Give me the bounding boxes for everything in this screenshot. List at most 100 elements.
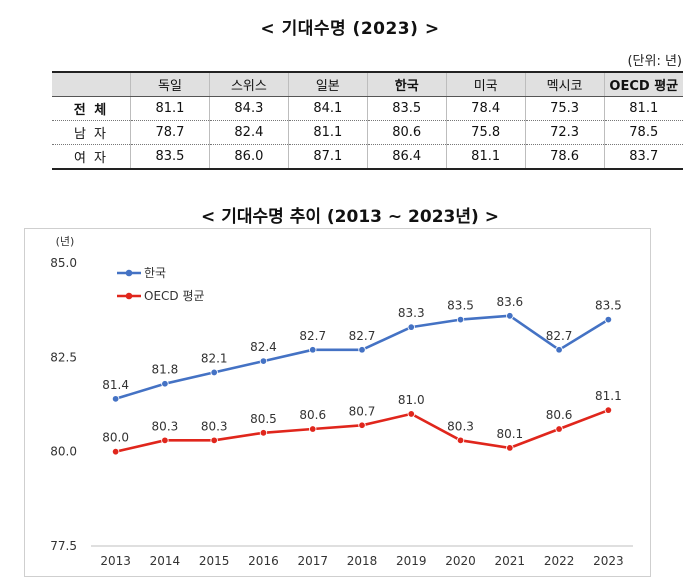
table-cell: 78.7 (130, 120, 210, 145)
x-tick-label: 2018 (347, 554, 378, 568)
table-title: < 기대수명 (2023) > (260, 19, 440, 39)
table-cell: 82.4 (208, 120, 289, 145)
table-cell: 75.8 (445, 120, 526, 145)
table-cell: 84.1 (287, 96, 368, 121)
data-label: 80.5 (250, 412, 277, 426)
data-point (555, 346, 563, 354)
data-point (111, 447, 120, 456)
data-label: 82.7 (546, 329, 573, 343)
table-header-row: 독일 스위스 일본 한국 미국 멕시코 OECD 평균 (52, 71, 683, 97)
table-cell: 81.1 (603, 96, 683, 121)
data-label: 83.6 (496, 295, 523, 309)
data-point (407, 410, 415, 418)
data-label: 82.4 (250, 340, 277, 354)
data-point (161, 436, 169, 445)
data-point (309, 425, 317, 433)
header-cell: 미국 (445, 71, 526, 97)
data-label: 82.1 (201, 351, 228, 365)
table-cell: 80.6 (366, 120, 447, 145)
header-cell: 독일 (130, 71, 210, 97)
data-label: 83.5 (595, 299, 622, 313)
data-point (604, 315, 613, 324)
table-cell: 83.5 (130, 144, 210, 170)
unit-label: (단위: 년) (627, 54, 682, 69)
data-label: 80.3 (152, 419, 179, 433)
x-tick-label: 2023 (593, 554, 624, 568)
y-tick-label: 80.0 (50, 445, 77, 459)
table-cell: 78.4 (445, 96, 526, 121)
legend-label: OECD 평균 (144, 289, 205, 303)
data-label: 81.0 (398, 393, 425, 407)
line-chart: (년) 85.0 82.5 80.0 77.5 2013 2014 2015 2016 2017 2… (24, 228, 651, 577)
row-label: 남 자 (52, 120, 131, 145)
table-cell: 83.7 (603, 144, 683, 170)
data-label: 80.3 (201, 419, 228, 433)
data-label: 80.1 (496, 427, 523, 441)
header-cell: 한국 (366, 71, 447, 97)
data-label: 83.5 (447, 299, 474, 313)
data-label: 80.0 (102, 431, 129, 445)
x-tick-label: 2019 (396, 554, 427, 568)
x-tick-label: 2013 (100, 554, 131, 568)
data-point (210, 436, 218, 445)
data-point (259, 429, 268, 437)
x-tick-label: 2022 (544, 554, 575, 568)
table-cell: 86.4 (366, 144, 447, 170)
legend-marker (125, 269, 133, 277)
x-tick-label: 2014 (150, 554, 181, 568)
table-cell: 87.1 (287, 144, 368, 170)
data-label: 83.3 (398, 306, 425, 320)
data-label: 81.1 (595, 389, 622, 403)
data-point (407, 323, 415, 331)
legend-marker (125, 292, 133, 300)
data-label: 82.7 (299, 329, 326, 343)
data-label: 80.3 (447, 419, 474, 433)
x-tick-label: 2020 (445, 554, 476, 568)
table-cell: 78.5 (603, 120, 683, 145)
table-cell: 75.3 (524, 96, 605, 121)
x-tick-label: 2017 (297, 554, 328, 568)
header-cell: 일본 (287, 71, 368, 97)
x-tick-label: 2015 (199, 554, 230, 568)
legend-label: 한국 (144, 266, 166, 280)
data-label: 81.4 (102, 378, 129, 392)
data-point (309, 346, 317, 354)
table-cell: 72.3 (524, 120, 605, 145)
data-label: 80.6 (546, 408, 573, 422)
table-cell: 81.1 (287, 120, 368, 145)
y-tick-label: 85.0 (50, 256, 77, 270)
row-label: 여 자 (52, 144, 131, 170)
data-point (259, 357, 268, 365)
table-row: 여 자 83.5 86.0 87.1 86.4 81.1 78.6 83.7 (52, 144, 683, 170)
x-tick-label: 2016 (248, 554, 279, 568)
header-cell (52, 71, 131, 97)
x-tick-label: 2021 (495, 554, 526, 568)
data-point (506, 444, 514, 452)
data-point (506, 312, 514, 320)
data-label: 81.8 (152, 363, 179, 377)
header-cell: 멕시코 (524, 71, 605, 97)
data-point (210, 368, 218, 377)
table-cell: 78.6 (524, 144, 605, 170)
data-point (555, 425, 563, 433)
life-expectancy-table: 독일 스위스 일본 한국 미국 멕시코 OECD 평균 전 체 81.1 84.… (52, 71, 683, 170)
data-point (456, 436, 465, 445)
data-point (456, 315, 465, 324)
table-row: 남 자 78.7 82.4 81.1 80.6 75.8 72.3 78.5 (52, 120, 683, 145)
data-point (604, 406, 613, 414)
table-cell: 83.5 (366, 96, 447, 121)
table-row: 전 체 81.1 84.3 84.1 83.5 78.4 75.3 81.1 (52, 96, 683, 121)
y-tick-label: 82.5 (50, 350, 77, 364)
header-cell: 스위스 (208, 71, 289, 97)
row-label: 전 체 (52, 96, 131, 121)
table-cell: 84.3 (208, 96, 289, 121)
table-cell: 81.1 (130, 96, 210, 121)
data-label: 82.7 (349, 329, 376, 343)
y-axis-unit-label: (년) (56, 235, 75, 248)
data-label: 80.7 (349, 404, 376, 418)
data-point (358, 346, 366, 354)
chart-svg: (년) 85.0 82.5 80.0 77.5 2013 2014 2015 2016 2017 2… (50, 235, 633, 568)
data-point (161, 380, 169, 388)
table-cell: 86.0 (208, 144, 289, 170)
table-cell: 81.1 (445, 144, 526, 170)
